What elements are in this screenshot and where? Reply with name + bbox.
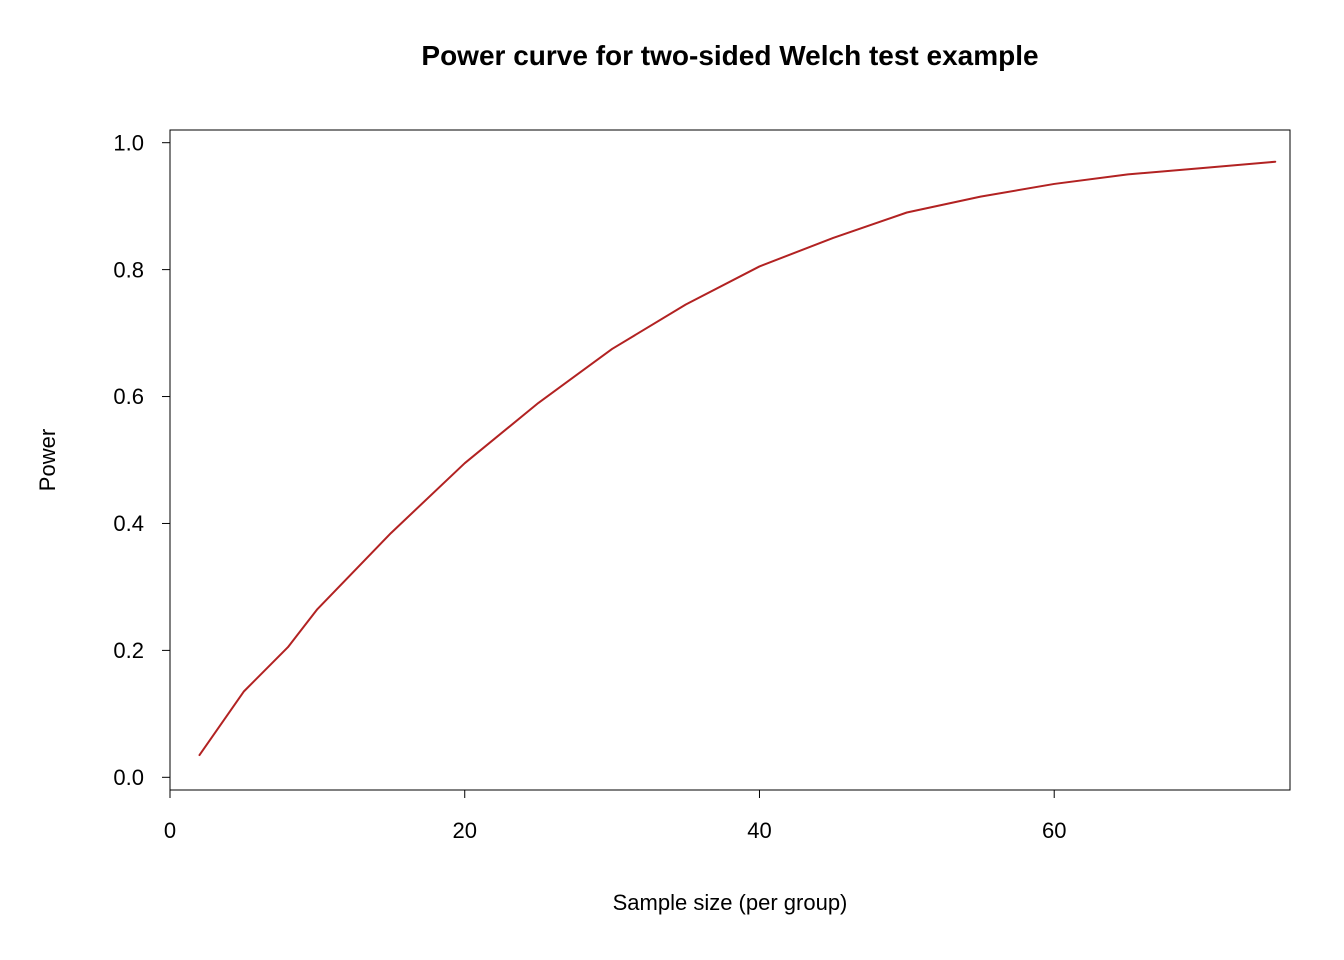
ytick-label: 0.8 (113, 257, 144, 282)
ytick-label: 1.0 (113, 130, 144, 155)
chart-title: Power curve for two-sided Welch test exa… (421, 40, 1038, 71)
xtick-label: 0 (164, 818, 176, 843)
xtick-label: 20 (452, 818, 476, 843)
power-curve-chart: 0 20 40 60 0.0 0.2 0.4 0.6 0.8 1.0 Power curve for… (0, 0, 1344, 960)
ytick-label: 0.6 (113, 384, 144, 409)
ytick-label: 0.0 (113, 765, 144, 790)
chart-svg: 0 20 40 60 0.0 0.2 0.4 0.6 0.8 1.0 Power curve for… (0, 0, 1344, 960)
y-axis-label: Power (35, 429, 60, 491)
xtick-label: 40 (747, 818, 771, 843)
x-axis-label: Sample size (per group) (613, 890, 848, 915)
ytick-label: 0.4 (113, 511, 144, 536)
xtick-label: 60 (1042, 818, 1066, 843)
ytick-label: 0.2 (113, 638, 144, 663)
